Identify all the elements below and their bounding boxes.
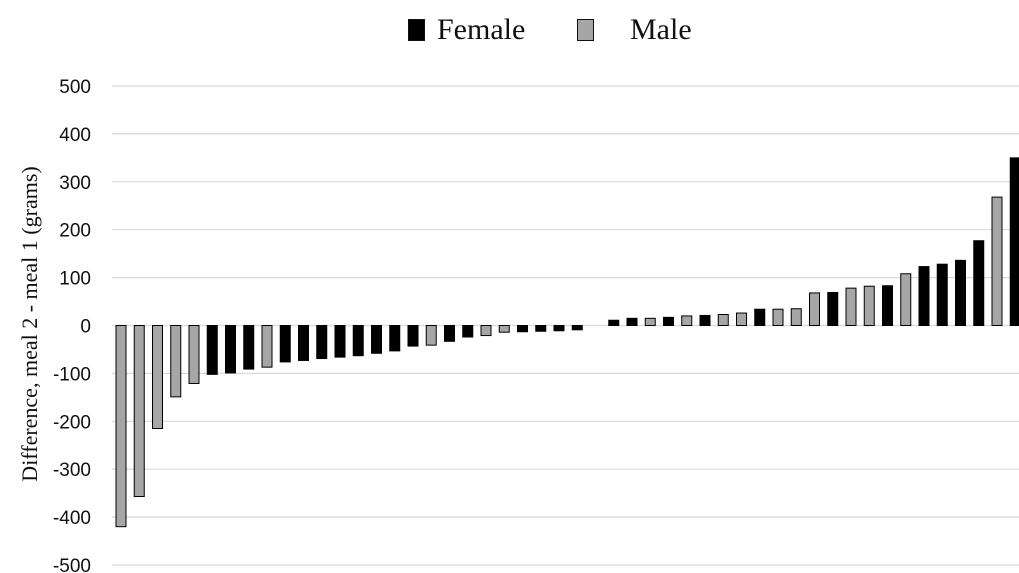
y-tick-label: 300: [59, 173, 91, 194]
bar-female: [973, 240, 985, 326]
bar-male: [170, 325, 182, 398]
bar-male: [736, 312, 747, 326]
bar-female: [352, 325, 364, 357]
bar-male: [845, 287, 857, 326]
y-tick-label: -200: [53, 412, 91, 433]
bar-female: [827, 291, 839, 327]
bar-male: [809, 292, 820, 327]
bar-male: [133, 325, 145, 498]
bar-female: [462, 325, 474, 338]
legend-item-female: Female: [408, 13, 526, 46]
bar-female: [936, 263, 948, 326]
y-tick-label: 200: [59, 221, 91, 242]
bar-female: [389, 325, 401, 352]
bar-male: [261, 325, 273, 368]
bar-female: [316, 325, 328, 360]
y-tick-label: 100: [59, 269, 91, 290]
y-tick-label: -100: [53, 364, 91, 385]
bar-female: [371, 325, 382, 354]
bar-male: [644, 317, 656, 327]
bar-male: [900, 273, 912, 327]
bar-male: [115, 325, 127, 528]
gridlines: [112, 85, 1019, 566]
bar-male: [425, 325, 437, 346]
bar-female: [754, 308, 766, 326]
bar-female: [663, 316, 674, 326]
legend-item-male: Male: [577, 13, 692, 46]
bar-female: [553, 325, 565, 332]
bar-male: [188, 325, 200, 384]
bar-male: [498, 325, 510, 333]
bar-female: [279, 325, 291, 363]
bar-male: [772, 308, 784, 326]
bar-female: [608, 319, 620, 326]
y-tick-label: 0: [80, 317, 91, 338]
bar-female: [225, 325, 236, 374]
bars: [115, 157, 1019, 528]
bar-female: [882, 285, 893, 327]
legend-label-male: Male: [630, 13, 692, 46]
bar-female: [535, 325, 547, 332]
y-tick-label: -300: [53, 460, 91, 481]
bar-female: [517, 325, 528, 333]
bar-male: [863, 285, 875, 326]
legend-swatch-male: [577, 19, 594, 41]
bar-male: [480, 325, 492, 337]
legend-label-female: Female: [437, 13, 526, 46]
bar-female: [626, 317, 638, 327]
bar-male: [681, 315, 693, 327]
y-tick-label: 500: [59, 77, 91, 98]
y-tick-label: -500: [53, 556, 91, 573]
bar-female: [334, 325, 346, 358]
legend-swatch-female: [408, 19, 425, 41]
bar-female: [1009, 157, 1019, 326]
bar-female: [243, 325, 255, 370]
bar-male: [717, 313, 729, 327]
y-axis-ticks: 500 400 300 200 100 0 -100 -200 -300 -400 -500: [53, 77, 91, 573]
bar-male: [790, 308, 802, 326]
bar-female: [444, 325, 455, 342]
bar-male: [991, 196, 1003, 326]
y-tick-label: 400: [59, 125, 91, 146]
bar-female: [206, 325, 218, 375]
bar-female: [918, 266, 930, 327]
bar-female: [699, 314, 711, 327]
bar-female: [298, 325, 309, 361]
bar-male: [152, 325, 163, 429]
y-tick-label: -400: [53, 508, 91, 529]
bar-female: [571, 325, 583, 331]
chart-legend: Female Male: [0, 8, 1019, 52]
bar-female: [407, 325, 419, 347]
bar-female: [955, 259, 966, 326]
y-axis-label: Difference, meal 2 - meal 1 (grams): [17, 166, 42, 481]
